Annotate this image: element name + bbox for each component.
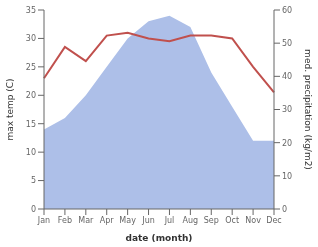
svg-text:50: 50: [282, 39, 292, 48]
svg-text:Feb: Feb: [58, 216, 72, 225]
svg-text:Mar: Mar: [78, 216, 94, 225]
svg-text:60: 60: [282, 6, 292, 15]
svg-text:date (month): date (month): [126, 233, 193, 243]
svg-text:5: 5: [31, 176, 36, 185]
svg-text:Aug: Aug: [183, 216, 199, 225]
svg-text:20: 20: [26, 91, 36, 100]
svg-text:Jun: Jun: [141, 216, 155, 225]
svg-text:10: 10: [26, 148, 36, 157]
svg-text:0: 0: [282, 205, 287, 214]
svg-text:35: 35: [26, 6, 36, 15]
svg-text:10: 10: [282, 172, 292, 181]
svg-text:max temp (C): max temp (C): [8, 78, 15, 140]
svg-text:20: 20: [282, 139, 292, 148]
svg-text:Jan: Jan: [37, 216, 50, 225]
svg-text:0: 0: [31, 205, 36, 214]
svg-text:med. precipitation (kg/m2): med. precipitation (kg/m2): [303, 49, 310, 170]
svg-text:25: 25: [26, 63, 36, 72]
svg-text:30: 30: [26, 34, 36, 43]
svg-text:Dec: Dec: [266, 216, 281, 225]
svg-text:40: 40: [282, 72, 292, 81]
svg-text:30: 30: [282, 105, 292, 114]
svg-text:Nov: Nov: [245, 216, 261, 225]
svg-text:Apr: Apr: [100, 216, 115, 225]
svg-text:May: May: [119, 216, 136, 225]
svg-text:Jul: Jul: [164, 216, 175, 225]
svg-text:Oct: Oct: [225, 216, 239, 225]
svg-text:15: 15: [26, 120, 36, 129]
svg-text:Sep: Sep: [204, 216, 219, 225]
